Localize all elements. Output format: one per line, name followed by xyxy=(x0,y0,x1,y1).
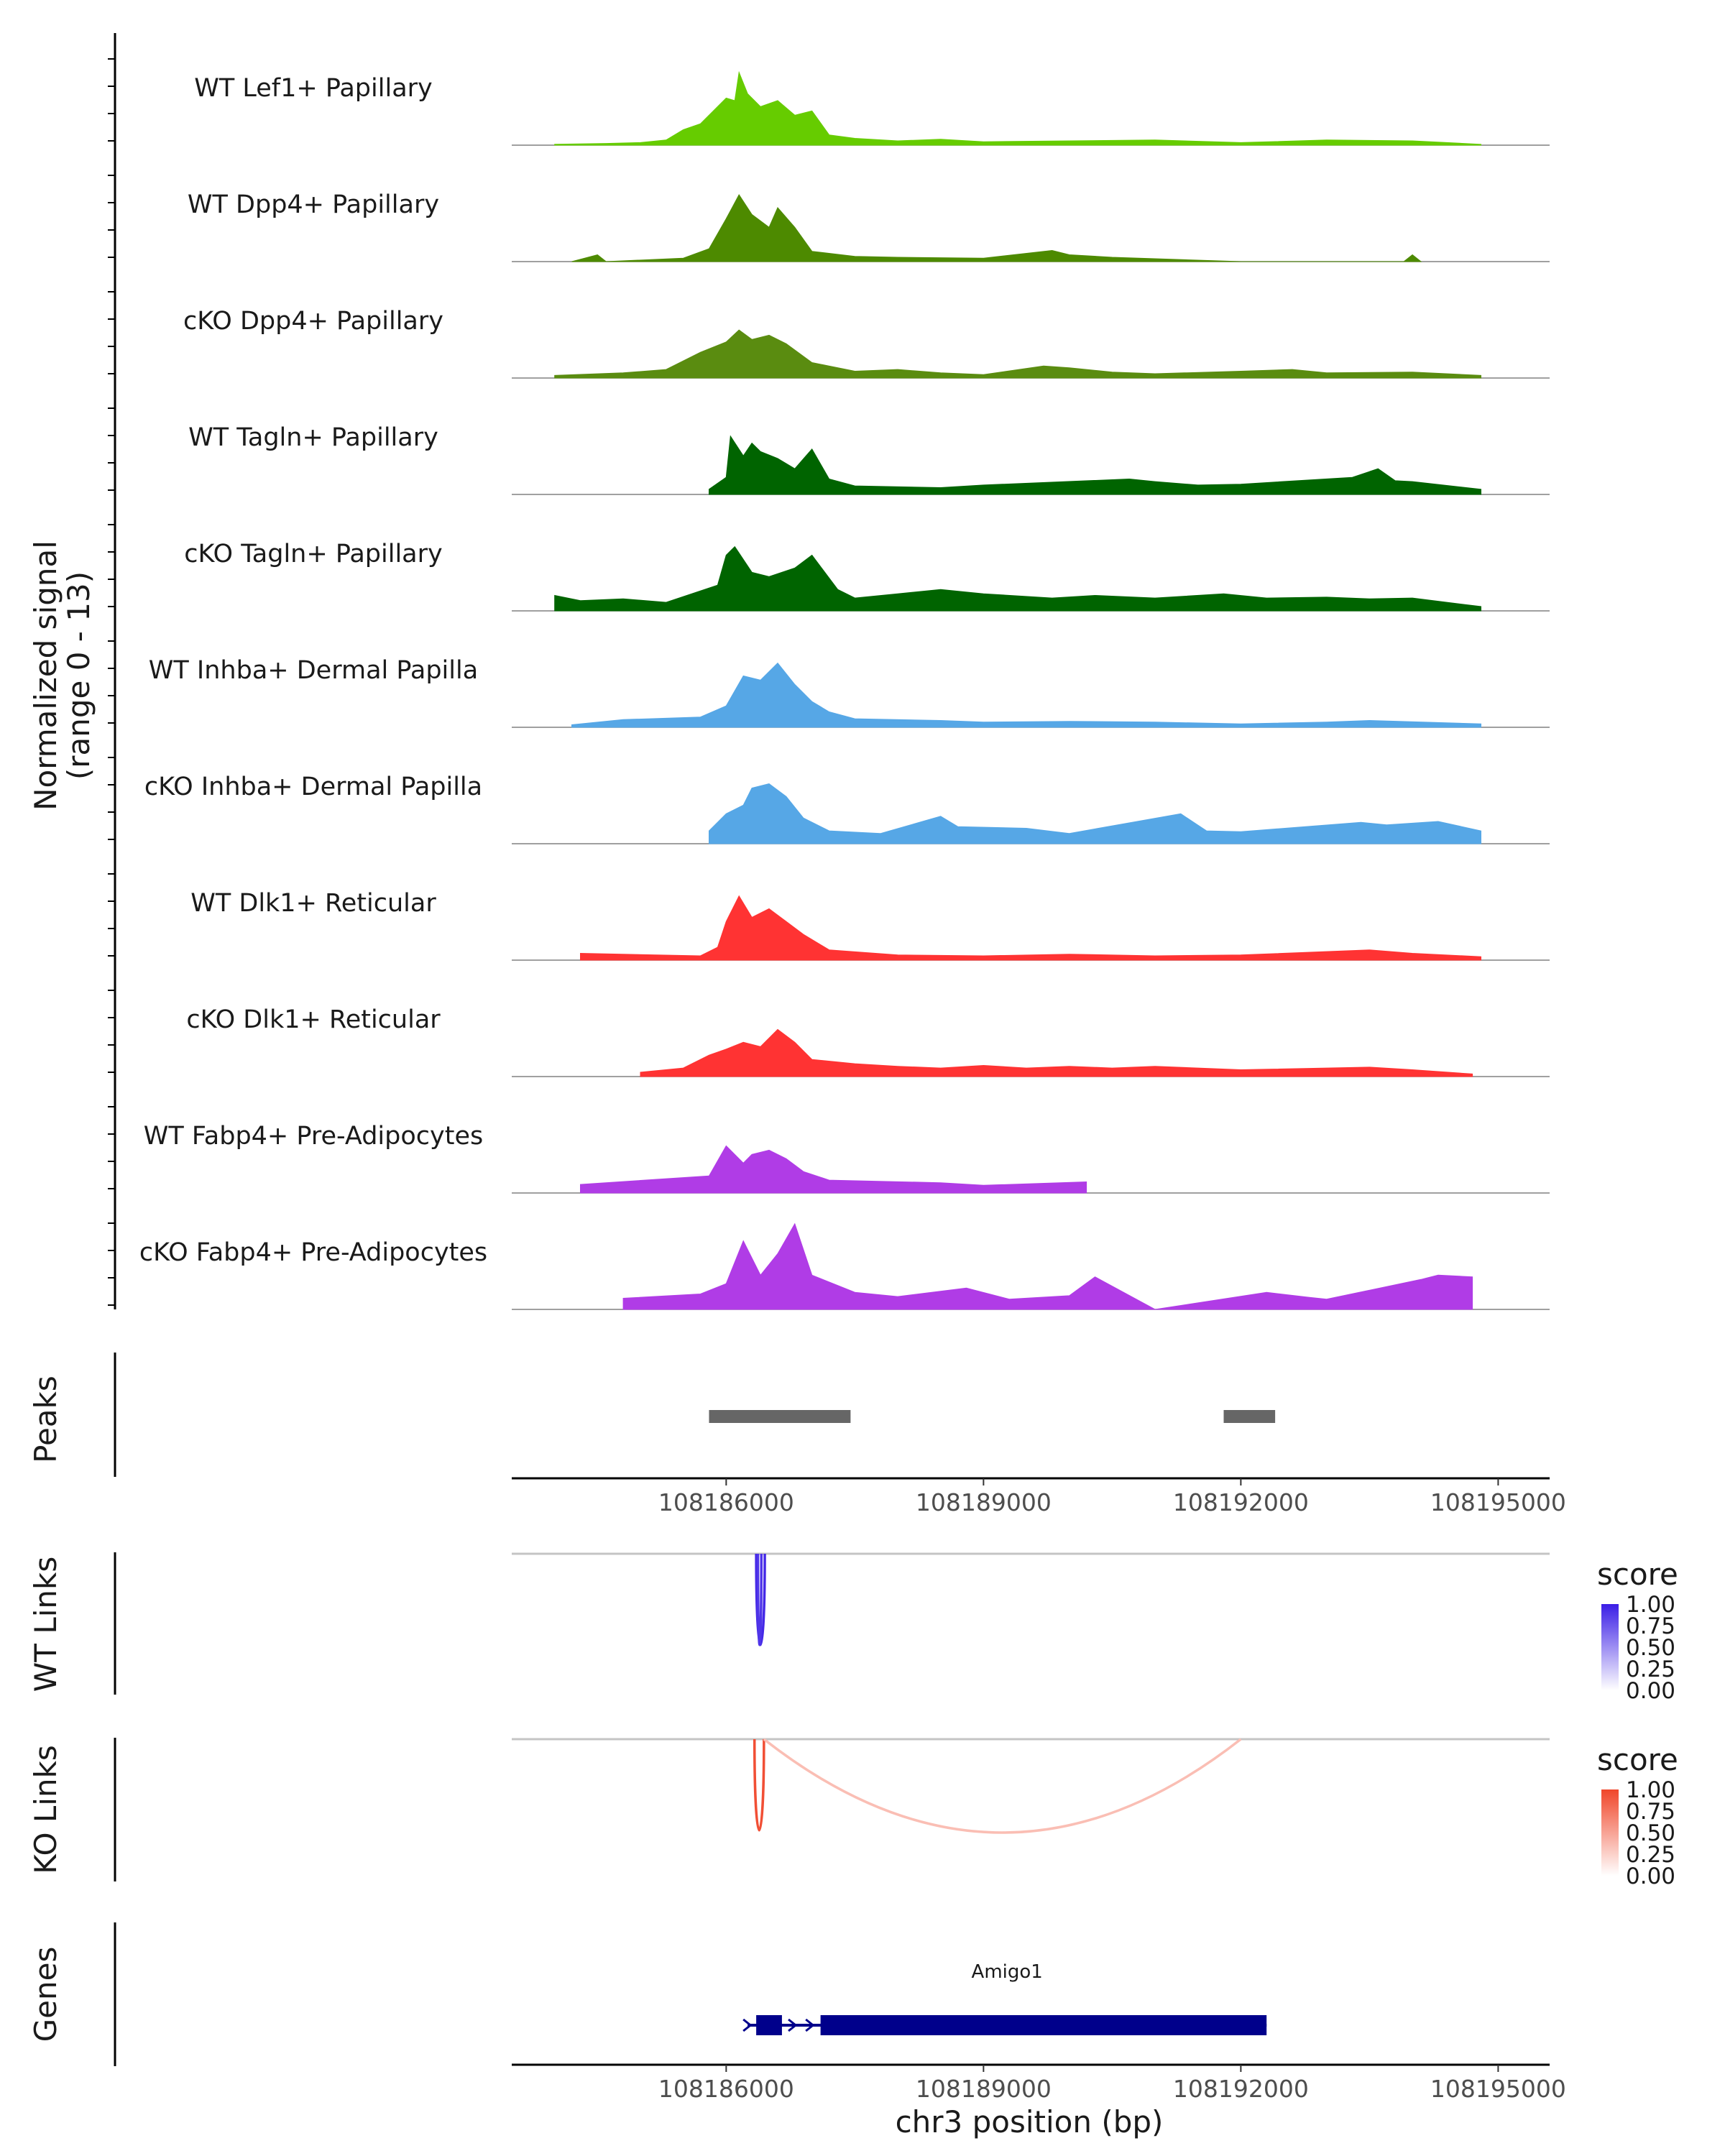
coverage-area xyxy=(622,1222,1473,1310)
track-label: cKO Tagln+ Papillary xyxy=(184,540,443,568)
track-label: cKO Dpp4+ Papillary xyxy=(183,307,443,336)
coverage-track: WT Lef1+ Papillary xyxy=(194,70,1550,146)
link-arc xyxy=(756,1553,763,1646)
x-tick-label: 108186000 xyxy=(658,2075,794,2103)
x-tick-label: 108192000 xyxy=(1173,1488,1309,1516)
track-label: WT Dlk1+ Reticular xyxy=(190,889,436,918)
track-label: cKO Inhba+ Dermal Papilla xyxy=(144,773,482,801)
coverage-area xyxy=(580,895,1481,961)
signal-axis-title-line1: Normalized signal xyxy=(28,540,63,811)
strand-arrow xyxy=(788,2018,798,2032)
ko-links-panel-title: KO Links xyxy=(28,1745,63,1874)
ko-legend-tick: 0.50 xyxy=(1626,1820,1675,1846)
coverage-tracks: WT Lef1+ Papillary WT Dpp4+ Papillary cKO … xyxy=(139,70,1550,1310)
coverage-track: cKO Tagln+ Papillary xyxy=(184,540,1550,612)
x-tick-label: 108189000 xyxy=(916,2075,1052,2103)
coverage-track: cKO Dlk1+ Reticular xyxy=(186,1005,1550,1077)
coverage-track: WT Inhba+ Dermal Papilla xyxy=(149,656,1550,728)
peak-bar xyxy=(1223,1410,1276,1423)
signal-y-axis xyxy=(108,33,116,1309)
x-tick-label: 108189000 xyxy=(916,1488,1052,1516)
gene-exon xyxy=(820,2015,1267,2035)
coverage-area xyxy=(554,329,1481,379)
wt-legend-tick: 0.75 xyxy=(1626,1613,1675,1639)
genes-panel: Amigo1 xyxy=(742,1961,1267,2035)
coverage-track: cKO Fabp4+ Pre-Adipocytes xyxy=(139,1222,1550,1310)
x-tick-label: 108186000 xyxy=(658,1488,794,1516)
ko-legend-title: score xyxy=(1597,1742,1678,1777)
track-label: WT Inhba+ Dermal Papilla xyxy=(149,656,478,685)
link-arc xyxy=(753,1738,765,1832)
genes-panel-title: Genes xyxy=(28,1947,63,2042)
ko-legend-tick: 0.00 xyxy=(1626,1864,1675,1889)
x-axis-bottom: 108186000 108189000 108192000 108195000 xyxy=(512,2063,1566,2103)
wt-legend-tick: 1.00 xyxy=(1626,1592,1675,1618)
track-label: cKO Dlk1+ Reticular xyxy=(186,1005,441,1034)
coverage-track: WT Tagln+ Papillary xyxy=(188,423,1550,495)
coverage-track: WT Dlk1+ Reticular xyxy=(190,889,1550,961)
x-axis-top: 108186000 108189000 108192000 108195000 xyxy=(512,1477,1566,1516)
track-label: WT Tagln+ Papillary xyxy=(188,423,438,452)
gene-exon xyxy=(756,2015,782,2035)
coverage-area xyxy=(554,545,1481,612)
x-tick-label: 108195000 xyxy=(1430,2075,1566,2103)
coverage-area xyxy=(571,194,1422,262)
wt-links-legend: score 1.00 0.75 0.50 0.25 0.00 xyxy=(1597,1557,1678,1704)
ko-legend-tick: 1.00 xyxy=(1626,1777,1675,1803)
strand-arrow xyxy=(805,2018,815,2032)
x-axis-title: chr3 position (bp) xyxy=(896,2104,1164,2139)
peak-bar xyxy=(709,1410,851,1423)
ko-legend-tick: 0.75 xyxy=(1626,1799,1675,1825)
coverage-area xyxy=(571,662,1481,728)
ko-links-legend: score 1.00 0.75 0.50 0.25 0.00 xyxy=(1597,1742,1678,1889)
coverage-area xyxy=(554,70,1481,146)
gene-name-label: Amigo1 xyxy=(972,1961,1043,1983)
wt-legend-tick: 0.25 xyxy=(1626,1657,1675,1682)
coverage-track: cKO Inhba+ Dermal Papilla xyxy=(144,773,1550,844)
track-label: cKO Fabp4+ Pre-Adipocytes xyxy=(139,1238,487,1267)
ko-links-panel xyxy=(512,1738,1550,1834)
wt-links-panel-title: WT Links xyxy=(28,1557,63,1692)
link-arc xyxy=(763,1738,1242,1834)
coverage-track: WT Dpp4+ Papillary xyxy=(188,190,1550,262)
track-label: WT Lef1+ Papillary xyxy=(194,74,433,103)
x-tick-label: 108195000 xyxy=(1430,1488,1566,1516)
signal-axis-title-line2: (range 0 - 13) xyxy=(61,571,96,780)
coverage-track: cKO Dpp4+ Papillary xyxy=(183,307,1550,379)
peaks-panel xyxy=(709,1410,1276,1423)
track-label: WT Dpp4+ Papillary xyxy=(188,190,439,219)
coverage-area xyxy=(580,1145,1087,1194)
wt-legend-tick: 0.00 xyxy=(1626,1678,1675,1704)
ko-legend-tick: 0.25 xyxy=(1626,1842,1675,1868)
coverage-area xyxy=(709,435,1481,495)
coverage-area xyxy=(640,1028,1473,1077)
x-tick-label: 108192000 xyxy=(1173,2075,1309,2103)
coverage-area xyxy=(709,783,1481,844)
strand-arrow xyxy=(742,2018,753,2032)
ko-legend-colorbar xyxy=(1601,1789,1619,1876)
wt-legend-title: score xyxy=(1597,1557,1678,1592)
peaks-panel-title: Peaks xyxy=(28,1376,63,1463)
wt-links-panel xyxy=(512,1552,1550,1646)
coverage-track: WT Fabp4+ Pre-Adipocytes xyxy=(144,1122,1550,1194)
wt-legend-tick: 0.50 xyxy=(1626,1635,1675,1661)
track-label: WT Fabp4+ Pre-Adipocytes xyxy=(144,1122,483,1151)
wt-legend-colorbar xyxy=(1601,1604,1619,1690)
